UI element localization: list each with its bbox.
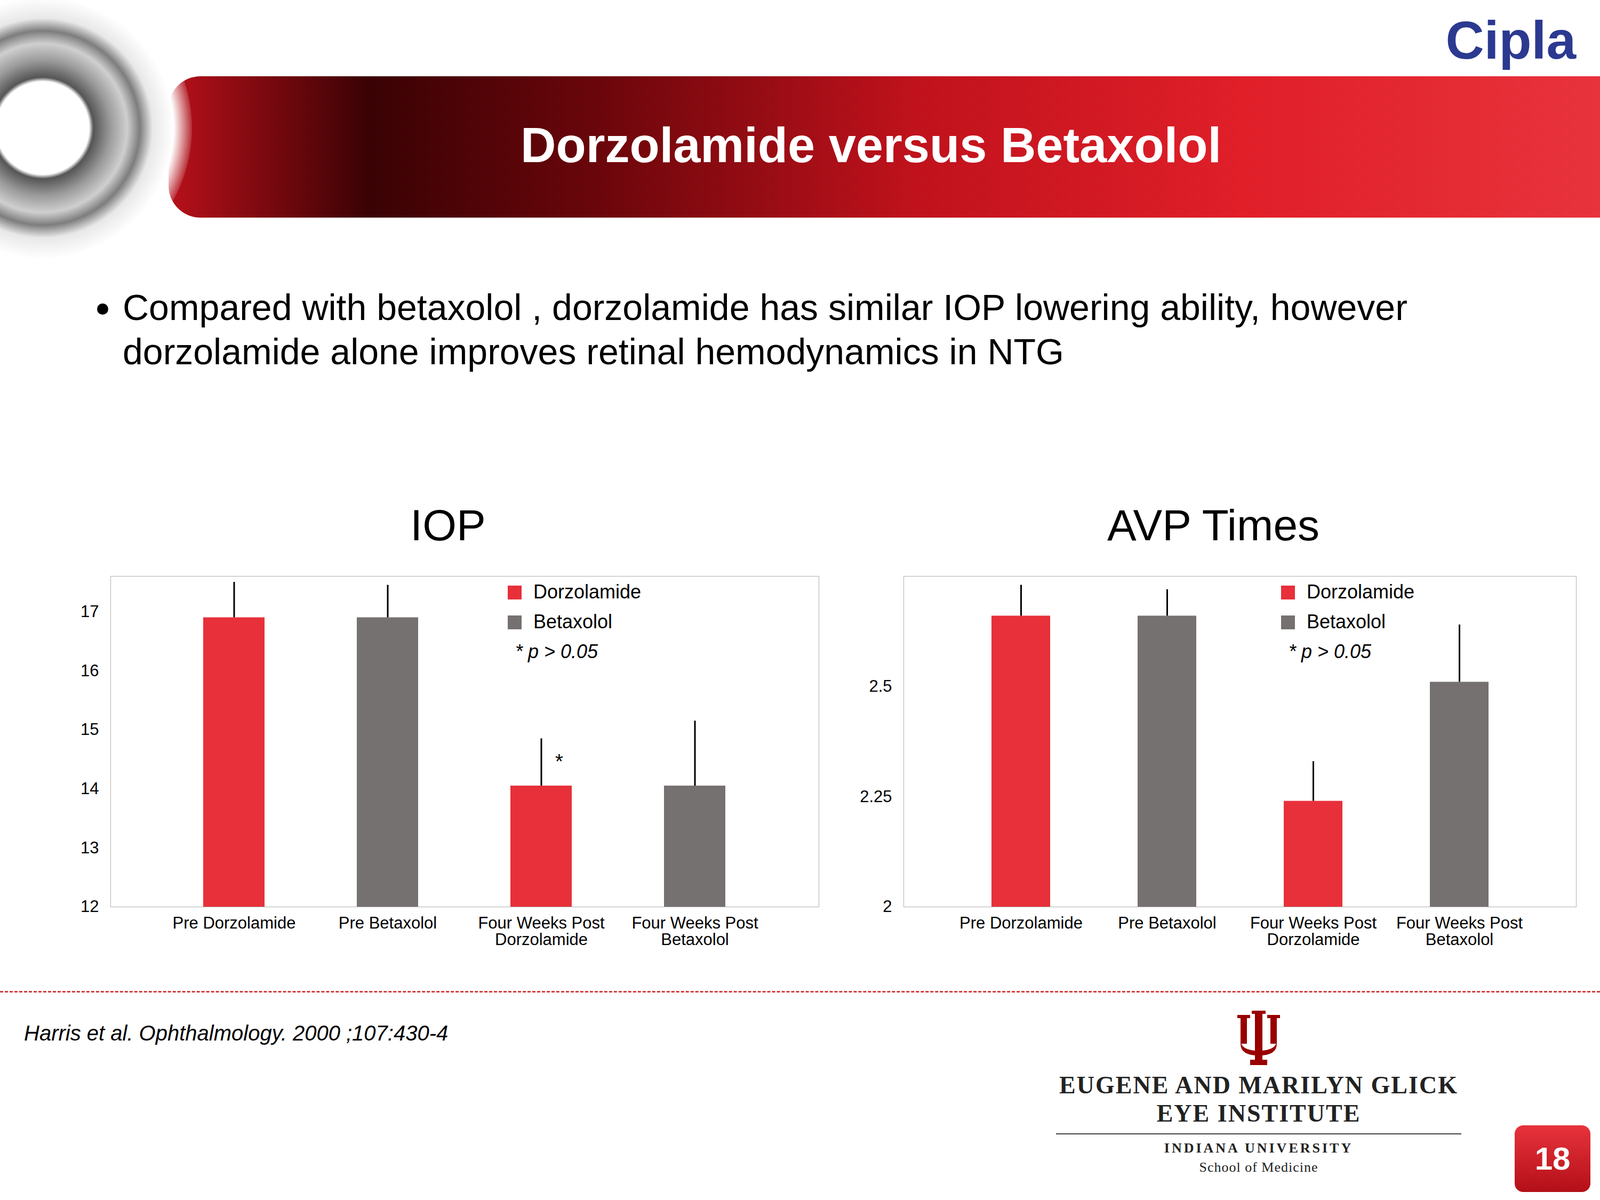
html-text:Compared with betaxolol , dorz: Compared with betaxolol , dorzolamide ha… <box>122 286 1408 372</box>
html-text:Dorzolamide: Dorzolamide <box>1306 580 1415 603</box>
html-text:Betaxolol: Betaxolol <box>1306 610 1386 633</box>
html-text:Betaxolol: Betaxolol <box>533 610 613 633</box>
html-text:Cipla: Cipla <box>1445 10 1576 70</box>
svg-text:*: * <box>555 750 564 773</box>
svg-text:Four Weeks PostDorzolamide: Four Weeks PostDorzolamide <box>1250 913 1378 949</box>
svg-text:Pre Dorzolamide: Pre Dorzolamide <box>959 913 1083 933</box>
svg-text:2.5: 2.5 <box>868 676 892 696</box>
svg-text:Four Weeks PostBetaxolol: Four Weeks PostBetaxolol <box>1396 913 1524 949</box>
html-text:IOP: IOP <box>410 500 486 550</box>
svg-text:2: 2 <box>882 897 892 916</box>
html-text:Dorzolamide versus Betaxolol: Dorzolamide versus Betaxolol <box>520 117 1222 173</box>
svg-text:Four Weeks PostDorzolamide: Four Weeks PostDorzolamide <box>477 913 605 949</box>
svg-text:Pre Betaxolol: Pre Betaxolol <box>1117 913 1216 933</box>
svg-text:16: 16 <box>80 661 99 680</box>
svg-text:12: 12 <box>80 897 99 916</box>
svg-text:15: 15 <box>80 720 99 739</box>
svg-text:13: 13 <box>80 838 99 858</box>
html-text:AVP Times: AVP Times <box>1107 500 1320 550</box>
svg-text:Four Weeks PostBetaxolol: Four Weeks PostBetaxolol <box>631 913 759 949</box>
html-text:School of Medicine: School of Medicine <box>1199 1159 1319 1176</box>
html-text:EUGENE AND MARILYN GLICK: EUGENE AND MARILYN GLICK <box>1059 1071 1459 1099</box>
svg-text:Pre Dorzolamide: Pre Dorzolamide <box>172 913 296 933</box>
html-text:EYE INSTITUTE: EYE INSTITUTE <box>1156 1099 1361 1127</box>
html-text:INDIANA UNIVERSITY: INDIANA UNIVERSITY <box>1164 1140 1354 1156</box>
html-text:18: 18 <box>1534 1140 1571 1177</box>
svg-text:Pre Betaxolol: Pre Betaxolol <box>338 913 437 933</box>
html-text:* p > 0.05: * p > 0.05 <box>1288 640 1372 663</box>
html-text:Dorzolamide: Dorzolamide <box>533 580 642 603</box>
html-text:Harris et al. Ophthalmology. 2: Harris et al. Ophthalmology. 2000 ;107:4… <box>24 1021 449 1045</box>
svg-text:17: 17 <box>80 602 99 621</box>
svg-text:14: 14 <box>80 779 99 798</box>
svg-text:2.25: 2.25 <box>859 787 892 806</box>
html-text:* p > 0.05: * p > 0.05 <box>515 640 598 663</box>
